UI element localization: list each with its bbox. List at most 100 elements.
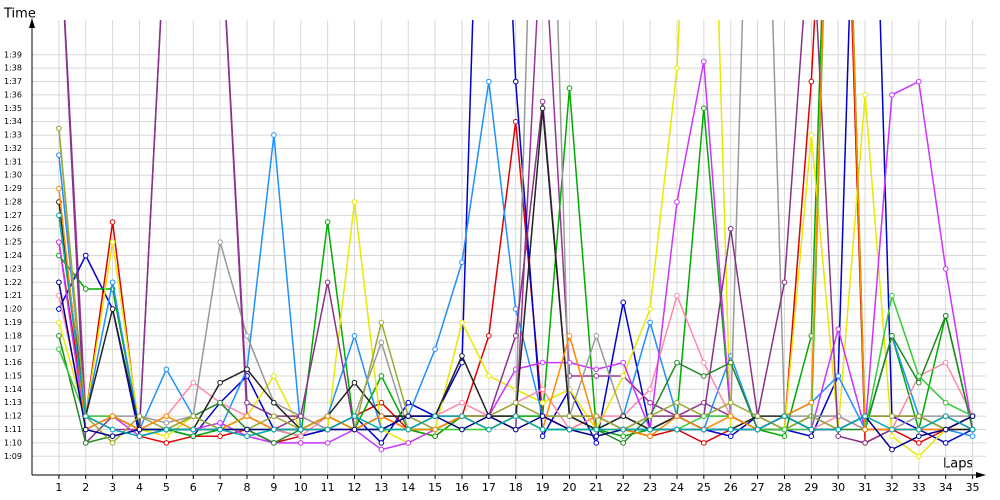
point	[620, 426, 627, 433]
point	[539, 426, 546, 433]
point	[942, 266, 949, 272]
point	[593, 366, 600, 373]
point	[620, 359, 627, 366]
y-tick-label: 1:27	[4, 211, 22, 220]
point	[889, 426, 895, 433]
point	[109, 279, 116, 286]
point	[593, 413, 600, 419]
point	[378, 446, 385, 453]
x-tick-label: 29	[804, 481, 818, 494]
x-tick-label: 22	[616, 481, 630, 494]
point	[190, 426, 197, 433]
point	[512, 413, 519, 419]
y-tick-label: 1:11	[4, 425, 22, 434]
point	[916, 426, 922, 433]
point	[942, 399, 949, 406]
y-tick-label: 1:12	[4, 412, 22, 421]
x-tick-label: 24	[670, 481, 684, 494]
y-tick-label: 1:25	[4, 238, 22, 247]
point	[351, 333, 358, 339]
point	[916, 379, 922, 386]
point	[109, 433, 116, 439]
point	[82, 413, 89, 419]
point	[217, 433, 223, 439]
point	[620, 440, 627, 446]
point	[916, 433, 922, 439]
point	[512, 399, 519, 406]
point	[727, 359, 734, 366]
x-tick-label: 30	[831, 481, 845, 494]
point	[835, 373, 841, 379]
point	[244, 426, 250, 433]
point	[512, 78, 519, 85]
point	[647, 319, 653, 326]
x-tick-label: 1	[55, 481, 62, 494]
point	[969, 413, 976, 419]
point	[512, 118, 519, 125]
point	[835, 426, 841, 433]
point	[566, 426, 573, 433]
point	[244, 366, 250, 373]
y-tick-label: 1:14	[4, 385, 22, 394]
x-tick-label: 32	[885, 481, 899, 494]
x-tick-label: 26	[724, 481, 738, 494]
point	[566, 333, 573, 339]
y-axis-arrow	[29, 18, 35, 28]
point	[163, 440, 170, 446]
point	[56, 239, 62, 245]
point	[324, 279, 331, 286]
point	[593, 373, 600, 379]
point	[539, 386, 546, 393]
point	[432, 413, 438, 419]
point	[808, 78, 815, 85]
point	[539, 359, 546, 366]
point	[378, 413, 385, 419]
x-tick-label: 13	[374, 481, 388, 494]
point	[727, 433, 734, 439]
point	[647, 413, 653, 419]
y-tick-label: 1:38	[4, 64, 22, 73]
point	[56, 346, 62, 352]
point	[297, 413, 304, 419]
point	[593, 433, 600, 439]
point	[324, 413, 331, 419]
point	[539, 433, 546, 439]
x-tick-label: 5	[163, 481, 170, 494]
y-tick-label: 1:31	[4, 157, 22, 166]
point	[109, 239, 116, 245]
point	[82, 426, 89, 433]
point	[136, 413, 143, 419]
point	[566, 413, 573, 419]
point	[378, 339, 385, 346]
point	[405, 426, 412, 433]
point	[297, 426, 304, 433]
point	[271, 426, 277, 433]
y-tick-label: 1:35	[4, 104, 22, 113]
point	[244, 433, 250, 439]
point	[942, 359, 949, 366]
x-tick-label: 6	[190, 481, 197, 494]
x-tick-label: 14	[401, 481, 415, 494]
y-axis-title: Time	[3, 7, 36, 22]
point	[217, 420, 223, 426]
point	[56, 279, 62, 286]
point	[701, 58, 707, 65]
y-tick-label: 1:22	[4, 278, 22, 287]
point	[56, 306, 62, 312]
point	[889, 333, 895, 339]
point	[163, 420, 170, 426]
point	[889, 292, 895, 299]
y-tick-label: 1:34	[4, 117, 22, 126]
point	[620, 299, 627, 306]
y-tick-label: 1:30	[4, 171, 22, 180]
point	[808, 132, 815, 138]
point	[620, 373, 627, 379]
y-tick-label: 1:29	[4, 184, 22, 193]
point	[808, 399, 815, 406]
point	[674, 413, 680, 419]
x-tick-label: 20	[562, 481, 576, 494]
point	[109, 426, 116, 433]
point	[942, 426, 949, 433]
point	[405, 413, 412, 419]
point	[109, 413, 116, 419]
